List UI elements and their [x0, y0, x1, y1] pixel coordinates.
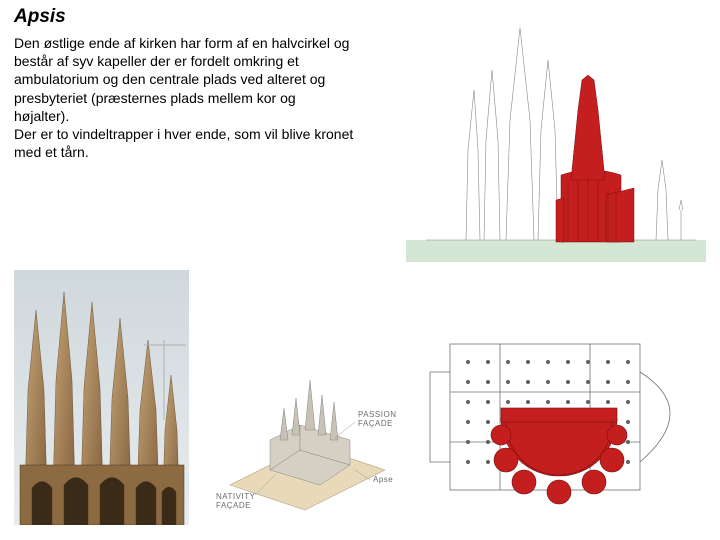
paragraph-1: Den østlige ende af kirken har form af e…: [14, 34, 354, 125]
paragraph-2: Der er to vindeltrapper i hver ende, som…: [14, 125, 354, 161]
label-apse: Apse: [373, 475, 393, 484]
figure-plan: [406, 300, 706, 520]
body-text-block: Den østlige ende af kirken har form af e…: [14, 34, 354, 161]
label-passion: PASSION FAÇADE: [358, 410, 408, 428]
figure-photo: [14, 270, 189, 525]
slide: Apsis Den østlige ende af kirken har for…: [0, 0, 720, 540]
photo-facade: [20, 465, 184, 525]
figure-isometric: PASSION FAÇADE NATIVITY FAÇADE Apse: [210, 370, 400, 520]
apse-highlight: [556, 75, 634, 242]
label-nativity: NATIVITY FAÇADE: [216, 492, 271, 510]
figure-elevation: [406, 10, 706, 270]
ground-band: [406, 240, 706, 262]
